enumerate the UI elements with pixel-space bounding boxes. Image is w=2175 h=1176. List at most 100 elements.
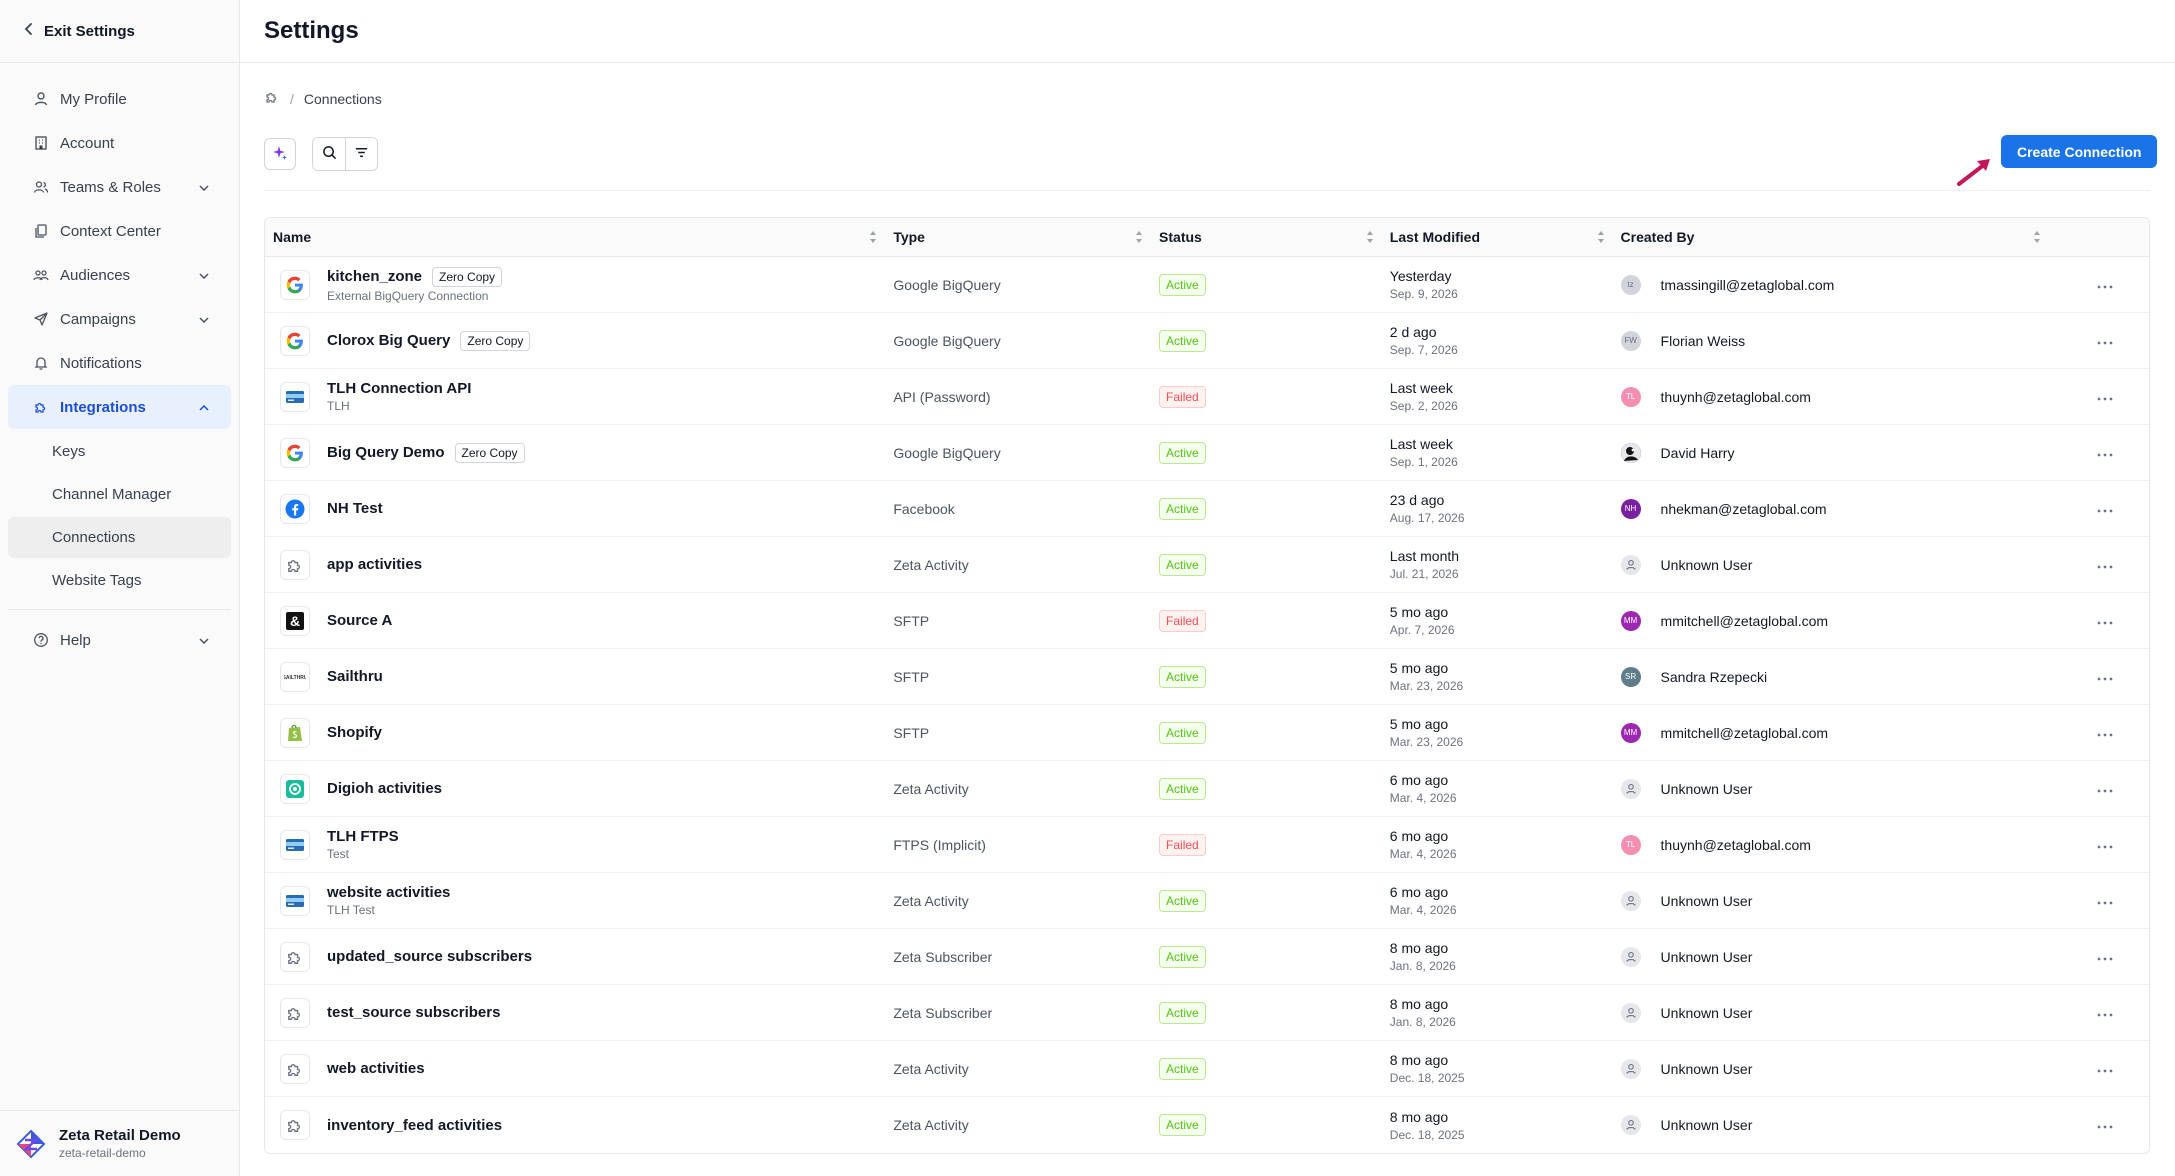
row-actions-button[interactable]: [2049, 836, 2149, 854]
sidebar-item-help[interactable]: Help: [8, 618, 231, 662]
puzzle-icon: [280, 549, 310, 580]
breadcrumb-separator: /: [290, 90, 294, 107]
sidebar-subitem-connections[interactable]: Connections: [8, 517, 231, 558]
more-horizontal-icon: [2097, 836, 2113, 854]
row-actions-button[interactable]: [2049, 276, 2149, 294]
row-actions-button[interactable]: [2049, 556, 2149, 574]
status-badge: Active: [1159, 1057, 1206, 1080]
cell-last-modified: 8 mo ago Dec. 18, 2025: [1382, 1052, 1613, 1085]
cell-name: inventory_feed activities: [265, 1110, 885, 1140]
connection-name[interactable]: TLH Connection API: [327, 380, 472, 397]
table-row[interactable]: test_source subscribers Zeta Subscriber …: [265, 985, 2149, 1041]
connection-name[interactable]: Sailthru: [327, 668, 383, 685]
sidebar-subitem-keys[interactable]: Keys: [52, 443, 86, 460]
row-actions-button[interactable]: [2049, 1004, 2149, 1022]
connection-name[interactable]: Shopify: [327, 724, 382, 741]
row-actions-button[interactable]: [2049, 444, 2149, 462]
page-header: Settings: [240, 0, 2175, 63]
table-row[interactable]: Shopify SFTP Active 5 mo ago Mar. 23, 20…: [265, 705, 2149, 761]
row-actions-button[interactable]: [2049, 1060, 2149, 1078]
connection-name[interactable]: app activities: [327, 556, 423, 573]
table-header: Name Type Status Last Modified Created B…: [265, 218, 2149, 257]
cell-last-modified: 23 d ago Aug. 17, 2026: [1382, 492, 1613, 525]
connection-name[interactable]: TLH FTPS: [327, 828, 399, 845]
cell-name: Shopify: [265, 717, 885, 748]
exit-settings-button[interactable]: Exit Settings: [0, 0, 239, 63]
modified-date: Mar. 4, 2026: [1389, 847, 1457, 861]
sidebar-subitem-website-tags[interactable]: Website Tags: [52, 572, 142, 589]
connection-name[interactable]: NH Test: [327, 500, 383, 517]
table-row[interactable]: Big Query Demo Zero Copy Google BigQuery…: [265, 425, 2149, 481]
column-header-name[interactable]: Name: [265, 218, 885, 256]
breadcrumb: / Connections: [264, 89, 382, 108]
search-button[interactable]: [313, 138, 345, 170]
row-actions-button[interactable]: [2049, 500, 2149, 518]
row-actions-button[interactable]: [2049, 668, 2149, 686]
sidebar-item-context-center[interactable]: Context Center: [8, 209, 231, 253]
row-actions-button[interactable]: [2049, 780, 2149, 798]
sidebar-item-notifications[interactable]: Notifications: [8, 341, 231, 385]
connection-name[interactable]: inventory_feed activities: [327, 1116, 503, 1134]
sort-icon[interactable]: [2033, 230, 2041, 244]
row-actions-button[interactable]: [2049, 724, 2149, 742]
sidebar-item-integrations[interactable]: Integrations: [8, 385, 231, 429]
modified-relative: Yesterday: [1389, 268, 1452, 284]
sidebar-item-audiences[interactable]: Audiences: [8, 253, 231, 297]
sidebar-item-account[interactable]: Account: [8, 121, 231, 165]
table-row[interactable]: website activities TLH Test Zeta Activit…: [265, 873, 2149, 929]
sort-icon[interactable]: [869, 230, 877, 244]
card-icon: [280, 885, 310, 916]
connection-subtitle: Test: [327, 847, 350, 861]
table-row[interactable]: NH Test Facebook Active 23 d ago Aug. 17…: [265, 481, 2149, 537]
org-switcher[interactable]: Zeta Retail Demo zeta-retail-demo: [0, 1110, 240, 1176]
row-actions-button[interactable]: [2049, 388, 2149, 406]
column-label: Created By: [1620, 229, 1695, 245]
avatar: NH: [1620, 498, 1641, 519]
connection-name[interactable]: test_source subscribers: [327, 1004, 501, 1021]
table-row[interactable]: web activities Zeta Activity Active 8 mo…: [265, 1041, 2149, 1097]
connection-name[interactable]: Big Query Demo: [327, 444, 445, 461]
row-actions-button[interactable]: [2049, 1116, 2149, 1134]
create-connection-button[interactable]: Create Connection: [2001, 135, 2158, 168]
column-header-status[interactable]: Status: [1151, 218, 1382, 256]
filter-button[interactable]: [345, 138, 377, 170]
connection-name[interactable]: Digioh activities: [327, 780, 443, 797]
sort-icon[interactable]: [1135, 230, 1143, 244]
column-header-created-by[interactable]: Created By: [1613, 218, 2050, 256]
row-actions-button[interactable]: [2049, 892, 2149, 910]
table-row[interactable]: kitchen_zone Zero Copy External BigQuery…: [265, 257, 2149, 313]
row-actions-button[interactable]: [2049, 612, 2149, 630]
sort-icon[interactable]: [1597, 230, 1605, 244]
table-row[interactable]: SAILTHRU Sailthru SFTP Active 5 mo ago M…: [265, 649, 2149, 705]
connection-name[interactable]: updated_source subscribers: [327, 948, 533, 965]
sidebar-item-label: Notifications: [60, 354, 142, 372]
table-row[interactable]: Digioh activities Zeta Activity Active 6…: [265, 761, 2149, 817]
table-row[interactable]: Clorox Big Query Zero Copy Google BigQue…: [265, 313, 2149, 369]
table-row[interactable]: & Source A SFTP Failed 5 mo ago Apr. 7, …: [265, 593, 2149, 649]
table-row[interactable]: TLH FTPS Test FTPS (Implicit) Failed 6 m…: [265, 817, 2149, 873]
connection-name[interactable]: website activities: [327, 884, 451, 901]
connection-name[interactable]: kitchen_zone: [327, 268, 423, 285]
more-horizontal-icon: [2097, 388, 2113, 406]
sidebar-item-campaigns[interactable]: Campaigns: [8, 297, 231, 341]
column-header-type[interactable]: Type: [885, 218, 1151, 256]
table-row[interactable]: updated_source subscribers Zeta Subscrib…: [265, 929, 2149, 985]
row-actions-button[interactable]: [2049, 332, 2149, 350]
sidebar-item-teams-roles[interactable]: Teams & Roles: [8, 165, 231, 209]
svg-text:SAILTHRU: SAILTHRU: [284, 675, 306, 681]
cell-status: Active: [1151, 945, 1382, 968]
connection-name[interactable]: Source A: [327, 612, 393, 629]
table-row[interactable]: inventory_feed activities Zeta Activity …: [265, 1097, 2149, 1153]
integrations-icon[interactable]: [264, 89, 280, 108]
connection-name[interactable]: web activities: [327, 1060, 425, 1077]
ai-assist-button[interactable]: [264, 138, 296, 170]
column-header-last-modified[interactable]: Last Modified: [1382, 218, 1613, 256]
sort-icon[interactable]: [1366, 230, 1374, 244]
sidebar-subitem-channel-manager[interactable]: Channel Manager: [52, 486, 172, 503]
connection-name[interactable]: Clorox Big Query: [327, 332, 451, 349]
table-row[interactable]: TLH Connection API TLH API (Password) Fa…: [265, 369, 2149, 425]
cell-status: Active: [1151, 889, 1382, 912]
sidebar-item-my-profile[interactable]: My Profile: [8, 77, 231, 121]
row-actions-button[interactable]: [2049, 948, 2149, 966]
table-row[interactable]: app activities Zeta Activity Active Last…: [265, 537, 2149, 593]
